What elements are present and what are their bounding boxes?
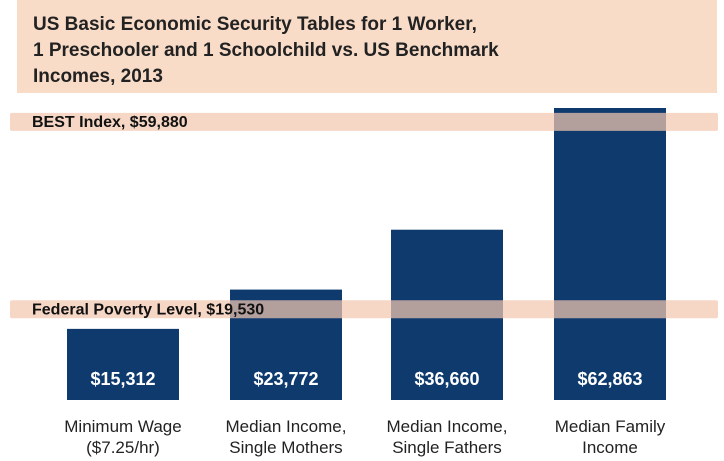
bar-1 [67,328,179,400]
chart-title: US Basic Economic Security Tables for 1 … [33,14,499,87]
category-label-1: Minimum Wage ($7.25/hr) [64,417,181,457]
reference-label-1: BEST Index, $59,880 [32,114,188,131]
chart-title-box: US Basic Economic Security Tables for 1 … [17,0,717,93]
category-label-2: Median Income, Single Mothers [226,417,347,457]
category-label-4: Median Family Income [555,417,666,457]
value-label-3: $36,660 [414,369,479,389]
value-label-1: $15,312 [90,369,155,389]
bar-4 [554,108,666,400]
value-label-4: $62,863 [577,369,642,389]
reference-label-2: Federal Poverty Level, $19,530 [32,301,264,318]
reference-band-1 [10,112,718,131]
category-label-3: Median Income, Single Fathers [387,417,508,457]
value-label-2: $23,772 [253,369,318,389]
reference-band-2 [10,300,718,319]
